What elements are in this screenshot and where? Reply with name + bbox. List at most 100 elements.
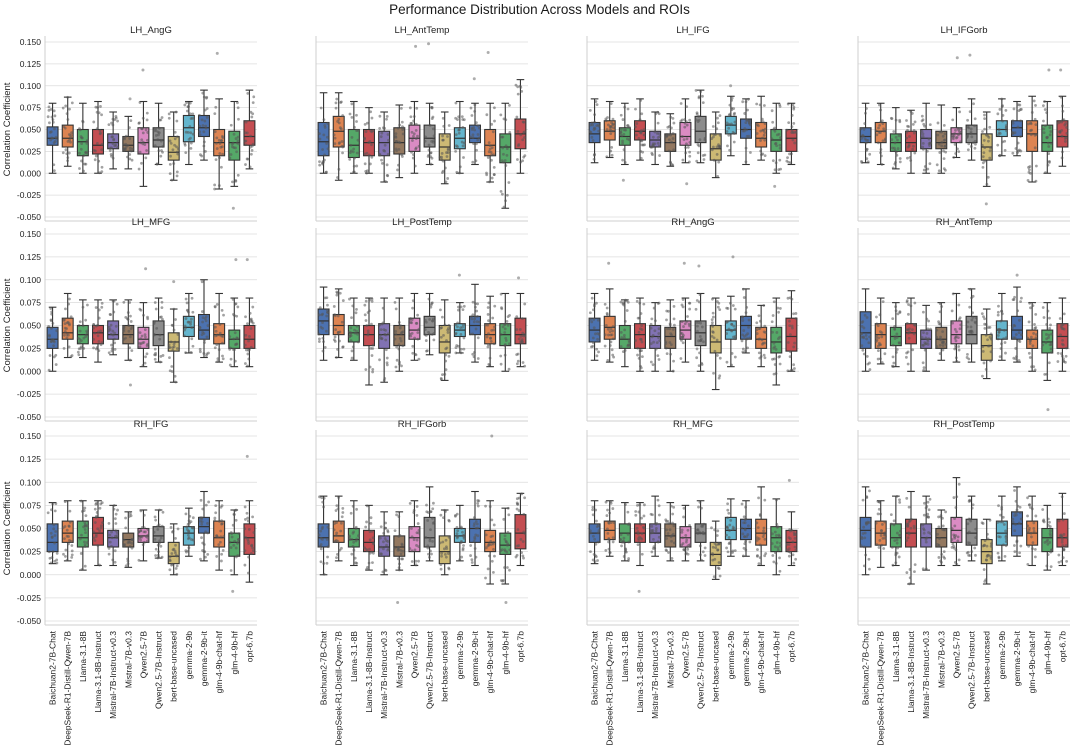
data-point: [715, 338, 719, 342]
data-point: [371, 368, 375, 371]
data-point: [986, 537, 990, 541]
data-point: [411, 139, 414, 142]
data-point: [243, 505, 247, 509]
data-point: [989, 556, 993, 560]
data-point: [409, 115, 413, 119]
x-tick-label: bert-base-uncased: [169, 631, 179, 702]
data-point: [974, 553, 977, 557]
data-point: [160, 116, 164, 119]
data-point: [1033, 368, 1037, 372]
data-point: [143, 530, 147, 534]
data-point: [787, 160, 791, 164]
data-point: [446, 331, 450, 334]
box-DeepSeek-R1-Distill-Qwen-7B: [874, 297, 887, 365]
data-point: [981, 345, 985, 349]
data-point: [153, 144, 157, 148]
data-point: [926, 338, 930, 341]
data-point: [471, 160, 475, 164]
data-point: [697, 339, 700, 343]
data-point: [318, 495, 321, 499]
data-point: [1004, 124, 1008, 127]
data-point: [988, 518, 992, 522]
box-body: [709, 324, 722, 354]
data-point: [500, 306, 503, 310]
data-point: [727, 536, 731, 539]
data-point: [637, 537, 640, 540]
data-point: [247, 542, 251, 545]
data-point: [896, 138, 899, 142]
data-point: [883, 536, 887, 540]
data-point: [215, 303, 219, 306]
data-point: [1016, 141, 1020, 145]
data-point: [319, 560, 323, 564]
data-point: [353, 556, 357, 560]
box-glm-4-9b-hf: [1041, 302, 1054, 412]
data-point: [658, 144, 661, 148]
box-gemma-2-9b: [995, 292, 1008, 361]
data-point: [790, 128, 794, 132]
box-Baichuan2-7B-Chat: [588, 98, 601, 164]
data-point: [503, 159, 507, 162]
data-point: [699, 339, 703, 343]
data-point: [590, 296, 594, 300]
data-point: [744, 505, 748, 509]
data-point: [98, 529, 101, 533]
data-point: [176, 147, 180, 151]
box-Llama-3.1-8B-Instruct: [362, 504, 376, 571]
data-point: [386, 529, 390, 532]
data-point: [66, 118, 70, 121]
data-point: [793, 341, 796, 345]
box-glm-4-9b-hf: [499, 292, 512, 372]
data-point: [1029, 133, 1033, 137]
data-point: [941, 134, 945, 138]
box-Qwen2.5-7B-Instruct: [694, 264, 707, 372]
data-point: [249, 134, 252, 138]
data-point: [508, 548, 512, 552]
data-point: [458, 171, 461, 175]
data-point: [658, 135, 662, 138]
data-point: [234, 508, 238, 512]
data-point: [441, 373, 444, 376]
data-point: [891, 355, 895, 359]
data-point: [318, 306, 322, 310]
data-point: [905, 299, 909, 302]
data-point: [650, 317, 654, 321]
data-point: [168, 356, 171, 360]
data-point: [109, 332, 113, 336]
data-point: [188, 125, 192, 128]
data-point: [153, 515, 157, 519]
data-point: [338, 141, 341, 145]
data-point: [925, 331, 929, 335]
data-point: [686, 315, 689, 318]
data-point: [393, 529, 397, 532]
data-point: [789, 161, 793, 165]
data-point: [711, 545, 715, 549]
box-bert-base-uncased: [980, 111, 993, 206]
data-point: [201, 541, 205, 545]
data-point: [607, 333, 610, 337]
data-point: [895, 538, 899, 542]
data-point: [205, 96, 208, 100]
data-point: [671, 369, 675, 373]
data-point: [666, 519, 670, 523]
data-point: [409, 321, 413, 324]
data-point: [679, 119, 683, 123]
data-point: [414, 559, 418, 563]
data-point: [775, 144, 779, 148]
data-point: [1046, 163, 1050, 167]
data-point: [116, 145, 119, 149]
data-point: [126, 559, 130, 563]
data-point: [770, 320, 774, 324]
data-point: [107, 123, 111, 127]
data-point: [742, 521, 746, 525]
box-Qwen2.5-7B-Instruct: [152, 297, 165, 364]
data-point: [688, 141, 692, 144]
data-point: [216, 357, 220, 361]
data-point: [153, 357, 157, 361]
panel-title: RH_AntTemp: [936, 217, 993, 228]
box-Qwen2.5-7B-Instruct: [423, 486, 436, 562]
data-point: [726, 502, 730, 506]
data-point: [703, 554, 707, 557]
data-point: [787, 121, 791, 125]
data-point: [476, 302, 479, 306]
